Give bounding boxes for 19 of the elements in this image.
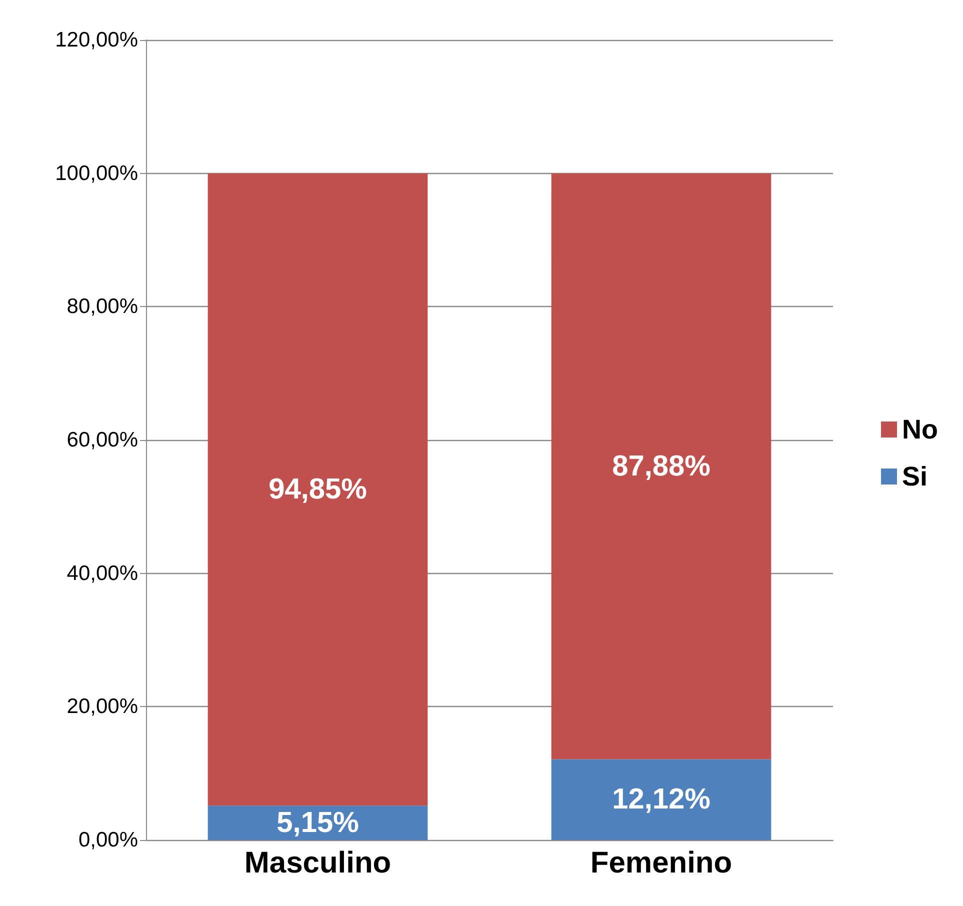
legend-label: Si <box>902 462 928 492</box>
y-tick-label: 120,00% <box>55 28 138 52</box>
bar <box>551 759 772 840</box>
data-label: 94,85% <box>268 474 368 506</box>
y-tick-label: 40,00% <box>66 562 138 585</box>
x-tick-label: Femenino <box>590 846 732 880</box>
y-tick-label: 0,00% <box>78 828 138 852</box>
y-tick-label: 60,00% <box>66 428 138 452</box>
legend-label: No <box>902 414 938 444</box>
bar <box>208 173 428 806</box>
x-tick-label: Masculino <box>244 846 392 880</box>
data-label: 5,15% <box>276 806 360 839</box>
y-tick-label: 80,00% <box>66 295 138 318</box>
data-label: 12,12% <box>612 784 711 816</box>
data-label: 87,88% <box>612 450 711 482</box>
bar <box>551 173 772 760</box>
y-tick-label: 20,00% <box>66 695 138 718</box>
y-tick-label: 100,00% <box>55 162 138 185</box>
bar <box>208 806 428 840</box>
